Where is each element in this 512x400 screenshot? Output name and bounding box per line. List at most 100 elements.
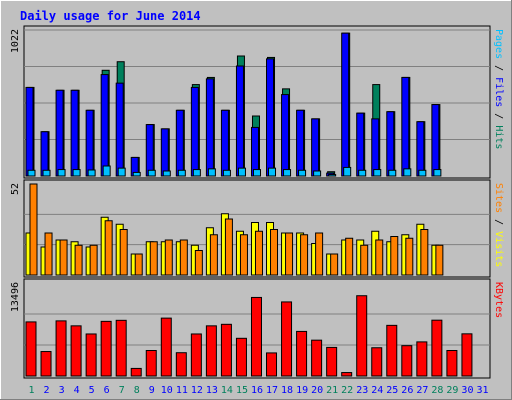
x-day-label: 12 bbox=[191, 385, 203, 396]
bar-pages bbox=[433, 169, 442, 177]
bar-files bbox=[100, 74, 109, 177]
x-day-label: 22 bbox=[341, 385, 353, 396]
x-day-label: 5 bbox=[89, 385, 95, 396]
y-max-label-visits: 52 bbox=[10, 183, 21, 195]
bar-pages bbox=[343, 166, 352, 177]
x-day-label: 8 bbox=[134, 385, 140, 396]
bar-kbytes bbox=[446, 350, 458, 377]
axis-label-kbytes: KBytes bbox=[493, 282, 504, 318]
bar-sites bbox=[254, 230, 263, 276]
bar-sites bbox=[44, 232, 53, 276]
bar-sites bbox=[224, 218, 233, 276]
x-day-label: 7 bbox=[119, 385, 125, 396]
bar-pages bbox=[207, 168, 216, 177]
bar-sites bbox=[59, 239, 68, 276]
bar-pages bbox=[268, 167, 277, 177]
axis-label-part: / bbox=[493, 59, 504, 77]
bar-kbytes bbox=[85, 333, 97, 377]
axis-label-part: KBytes bbox=[493, 282, 504, 318]
bar-kbytes bbox=[356, 295, 368, 377]
bar-files bbox=[311, 118, 320, 177]
bar-files bbox=[40, 131, 49, 177]
bar-sites bbox=[194, 250, 203, 276]
bar-kbytes bbox=[431, 319, 443, 377]
bar-files bbox=[145, 124, 154, 177]
bar-pages bbox=[252, 169, 261, 177]
bar-sites bbox=[149, 241, 158, 276]
axis-label-part: Pages bbox=[493, 29, 504, 59]
x-day-label: 9 bbox=[149, 385, 155, 396]
bar-pages bbox=[42, 169, 51, 177]
bar-kbytes bbox=[190, 333, 202, 377]
bar-sites bbox=[405, 237, 414, 276]
bar-files bbox=[250, 126, 259, 177]
bar-pages bbox=[72, 169, 81, 177]
axis-label-part: Files bbox=[493, 77, 504, 107]
bar-kbytes bbox=[281, 301, 293, 377]
bar-sites bbox=[104, 220, 113, 276]
x-day-label: 19 bbox=[296, 385, 308, 396]
axis-label-part: / bbox=[493, 107, 504, 125]
bar-sites bbox=[300, 234, 309, 276]
bar-sites bbox=[89, 244, 98, 276]
bar-kbytes bbox=[130, 367, 142, 377]
bar-files bbox=[205, 78, 214, 177]
bar-pages bbox=[237, 167, 246, 177]
chart-title: Daily usage for June 2014 bbox=[20, 9, 201, 23]
bar-sites bbox=[134, 253, 143, 276]
bar-files bbox=[175, 109, 184, 177]
x-day-label: 25 bbox=[386, 385, 398, 396]
chart-panels: 1022 Pages / Files / Hits 52 Sites / Visits… bbox=[10, 25, 504, 379]
bar-kbytes bbox=[250, 296, 262, 377]
panel-kbytes: 13496 KBytes bbox=[10, 278, 504, 379]
bar-files bbox=[401, 76, 410, 177]
bar-kbytes bbox=[25, 321, 37, 377]
x-day-label: 13 bbox=[206, 385, 218, 396]
bar-kbytes bbox=[145, 350, 157, 377]
bar-files bbox=[371, 118, 380, 177]
bar-sites bbox=[164, 239, 173, 276]
bar-files bbox=[160, 128, 169, 177]
y-max-label-usage: 1022 bbox=[10, 29, 21, 53]
bar-files bbox=[70, 89, 79, 177]
axis-label-usage: Pages / Files / Hits bbox=[493, 29, 504, 149]
bar-sites bbox=[420, 229, 429, 276]
panel-visits: 52 Sites / Visits bbox=[10, 179, 504, 278]
bar-kbytes bbox=[70, 325, 82, 377]
x-day-label: 27 bbox=[416, 385, 428, 396]
bar-files bbox=[386, 111, 395, 177]
bar-files bbox=[25, 86, 34, 177]
bar-sites bbox=[239, 234, 248, 276]
bar-sites bbox=[375, 239, 384, 276]
bar-sites bbox=[270, 229, 279, 276]
x-day-label: 21 bbox=[326, 385, 338, 396]
axis-label-visits: Sites / Visits bbox=[493, 183, 504, 267]
bar-pages bbox=[102, 165, 111, 177]
x-day-label: 18 bbox=[281, 385, 293, 396]
bar-pages bbox=[222, 169, 231, 177]
bar-sites bbox=[285, 232, 294, 276]
x-day-label: 16 bbox=[251, 385, 263, 396]
bar-sites bbox=[179, 239, 188, 276]
x-day-label: 6 bbox=[104, 385, 110, 396]
bar-sites bbox=[330, 253, 339, 276]
bar-sites bbox=[435, 244, 444, 276]
bar-kbytes bbox=[175, 352, 187, 377]
bar-files bbox=[281, 94, 290, 177]
x-day-label: 2 bbox=[44, 385, 50, 396]
bar-sites bbox=[209, 234, 218, 276]
bar-pages bbox=[27, 169, 36, 177]
y-max-label-kbytes: 13496 bbox=[10, 282, 21, 312]
x-day-label: 17 bbox=[266, 385, 278, 396]
bar-pages bbox=[132, 171, 141, 177]
bar-kbytes bbox=[100, 320, 112, 377]
bar-sites bbox=[345, 237, 354, 276]
x-day-label: 1 bbox=[29, 385, 35, 396]
bar-pages bbox=[373, 169, 382, 177]
bar-files bbox=[115, 82, 124, 177]
bar-kbytes bbox=[205, 325, 217, 377]
x-day-label: 10 bbox=[161, 385, 173, 396]
x-axis-day-labels: 1 2 3 4 5 6 7 8 9 10 11 12 13 14 15 16 17 18 19 20 21 22 23 24 2… bbox=[29, 385, 489, 396]
x-day-label: 11 bbox=[176, 385, 188, 396]
